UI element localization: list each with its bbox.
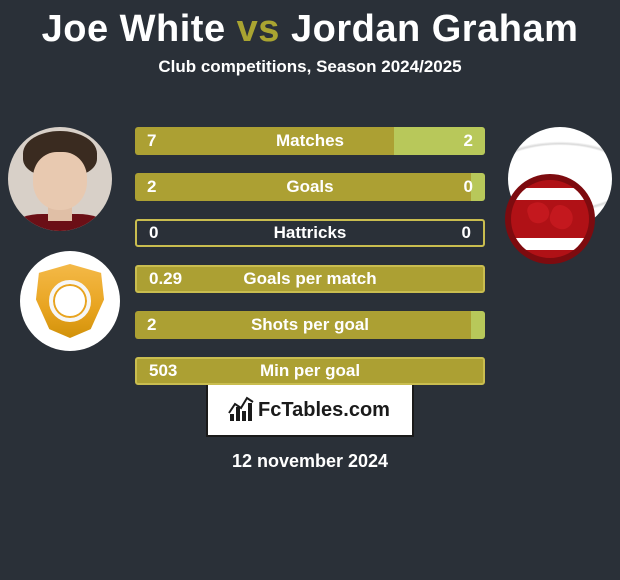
stat-bar-row: 0.29Goals per match xyxy=(135,265,485,293)
stat-bar-row: 72Matches xyxy=(135,127,485,155)
leyton-orient-badge-art xyxy=(500,169,600,269)
stat-value-p1: 0.29 xyxy=(135,265,485,293)
stat-bar-row: 20Goals xyxy=(135,173,485,201)
subtitle: Club competitions, Season 2024/2025 xyxy=(0,57,620,77)
stat-value-p1: 7 xyxy=(135,127,394,155)
stat-bar-row: 503Min per goal xyxy=(135,357,485,385)
stat-bordered: 00 xyxy=(135,219,485,247)
player1-face-art xyxy=(8,127,112,231)
player2-club-badge xyxy=(500,169,600,269)
player2-name: Jordan Graham xyxy=(291,8,578,50)
stat-value-p1: 2 xyxy=(135,173,471,201)
comparison-date: 12 november 2024 xyxy=(0,451,620,472)
stat-value-p2: 2 xyxy=(394,127,485,155)
stat-bar-row: 00Hattricks xyxy=(135,219,485,247)
vs-text: vs xyxy=(237,8,280,50)
mk-dons-badge-art xyxy=(33,264,107,338)
comparison-title: Joe White vs Jordan Graham xyxy=(0,0,620,51)
stat-value-p2: 0 xyxy=(462,223,471,243)
stat-value-p2: 0 xyxy=(471,173,485,201)
player1-name: Joe White xyxy=(42,8,226,50)
stat-value-p2 xyxy=(471,311,485,339)
stat-value-p1: 0 xyxy=(149,223,158,243)
player1-photo xyxy=(8,127,112,231)
stat-bar-row: 2Shots per goal xyxy=(135,311,485,339)
player1-club-badge xyxy=(20,251,120,351)
stat-value-p1: 2 xyxy=(135,311,471,339)
comparison-content: 72Matches20Goals00Hattricks0.29Goals per… xyxy=(0,105,620,375)
stat-value-p1: 503 xyxy=(135,357,485,385)
stat-bars-container: 72Matches20Goals00Hattricks0.29Goals per… xyxy=(135,127,485,403)
fctables-chart-icon xyxy=(230,399,252,421)
